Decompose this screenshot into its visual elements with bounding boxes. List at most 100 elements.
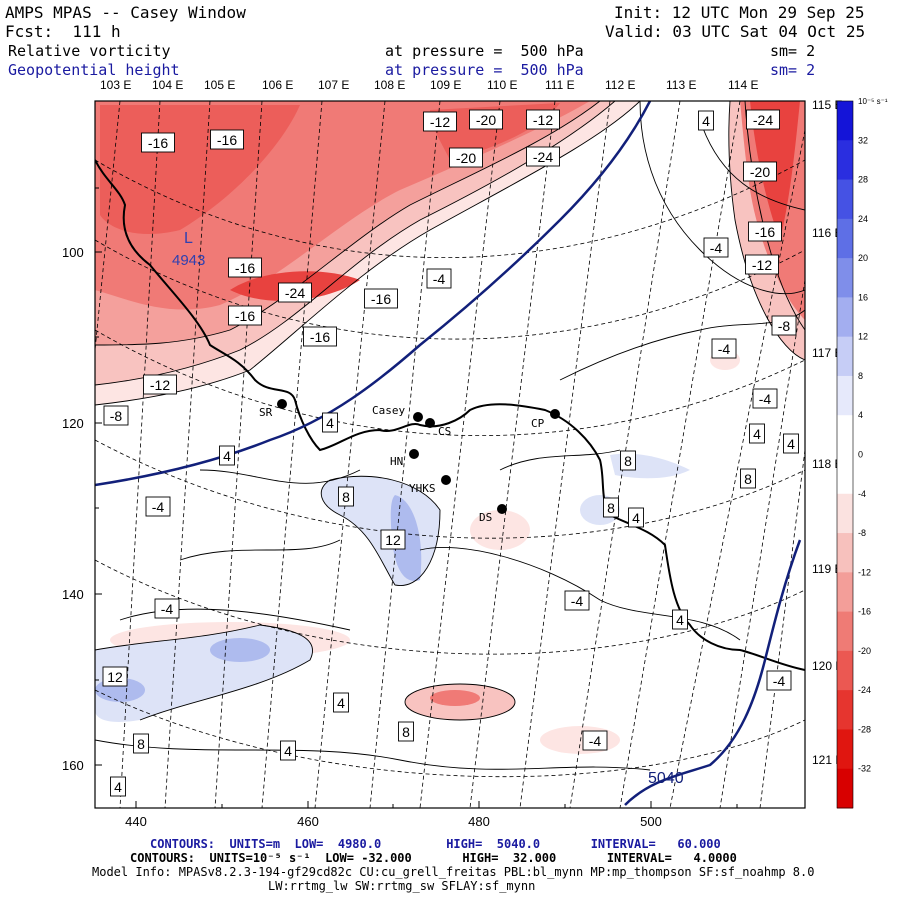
height-contour-5040 [624, 539, 802, 806]
station-dot-casey [413, 412, 423, 422]
contour-label-text: 4 [787, 436, 795, 452]
longitude-label: 110 E [487, 78, 517, 92]
plot-title: AMPS MPAS -- Casey Window [5, 3, 246, 22]
field1-name: Relative vorticity [8, 42, 171, 60]
contour-label-text: 8 [402, 724, 410, 740]
contour-label-box: 4 [698, 110, 714, 131]
contour-label-box: -4 [145, 496, 171, 517]
station-dot-cs [425, 418, 435, 428]
station-label-hn: HN [390, 455, 403, 468]
colorbar-tick: -20 [858, 646, 871, 656]
contour-label-text: -16 [217, 132, 237, 148]
contour-label-box: 8 [603, 497, 619, 518]
contour-label-text: 4 [223, 448, 231, 464]
contour-label-text: 4 [114, 779, 122, 795]
contour-label-text: -8 [778, 318, 791, 334]
contour-label-text: -16 [235, 308, 255, 324]
station-markers [277, 399, 560, 514]
station-dot-ds [497, 504, 507, 514]
contour-label-box: -4 [564, 590, 590, 611]
longitude-label: 119 E [812, 562, 842, 576]
colorbar-tick: 8 [858, 371, 863, 381]
model-info: Model Info: MPASv8.2.3-194-gf29cd82c CU:… [92, 865, 815, 879]
colorbar-tick: 24 [858, 214, 868, 224]
contour-label-text: 8 [137, 736, 145, 752]
contour-label-box: -8 [771, 315, 797, 336]
contour-label-text: -20 [476, 112, 496, 128]
vort-spot-c [540, 726, 620, 754]
coastline [95, 159, 805, 671]
left-tick-100: 100 [62, 245, 84, 260]
contour-label-text: -24 [533, 149, 553, 165]
valid-time: Valid: 03 UTC Sat 04 Oct 25 [605, 22, 866, 41]
contour-label-text: -24 [285, 285, 305, 301]
field1-level: at pressure = 500 hPa [385, 42, 584, 60]
longitude-labels: 103 E 104 E 105 E 106 E 107 E 108 E 109 E 110 E… [100, 78, 843, 767]
contour-label-box: 4 [219, 445, 235, 466]
contour-label-box: 8 [338, 486, 354, 507]
colorbar-swatch [837, 729, 853, 770]
longitude-label: 107 E [318, 78, 349, 92]
contour-label-box: -4 [752, 388, 778, 409]
contour-label-text: -4 [710, 240, 723, 256]
low-value: 4943 [172, 252, 205, 269]
contour-label-box: 4 [333, 692, 349, 713]
station-dot-sr [277, 399, 287, 409]
longitude-label: 120 E [812, 659, 843, 673]
longitude-label: 105 E [204, 78, 235, 92]
contour-label-text: 4 [326, 415, 334, 431]
contour-label-text: 8 [607, 500, 615, 516]
contour-label-box: -4 [582, 730, 608, 751]
contour-label-box: 4 [280, 740, 296, 761]
colorbar-swatch [837, 690, 853, 730]
longitude-label: 112 E [605, 78, 635, 92]
model-info-line2: LW:rrtmg_lw SW:rrtmg_sw SFLAY:sf_mynn [268, 879, 536, 893]
contour-label-box: 8 [620, 450, 636, 471]
contour-label-box: 4 [783, 433, 799, 454]
contour-label-text: -12 [150, 377, 170, 393]
bottom-tick-480: 480 [468, 814, 490, 829]
low-symbol: L [184, 230, 193, 247]
contour-label-box: 4 [322, 412, 338, 433]
colorbar-tick: -4 [858, 489, 866, 499]
station-label-cp: CP [531, 417, 545, 430]
contour-label-text: -20 [750, 164, 770, 180]
colorbar-swatch [837, 415, 853, 455]
field2-level: at pressure = 500 hPa [385, 61, 584, 79]
colorbar-tick: 0 [858, 450, 863, 460]
colorbar-swatch [837, 258, 853, 298]
map-frame [94, 100, 806, 809]
contour-label-box: -16 [141, 132, 175, 153]
longitude-label: 104 E [152, 78, 183, 92]
contour-label-box: -4 [703, 237, 729, 258]
colorbar-swatch [837, 375, 853, 416]
left-tick-140: 140 [62, 587, 84, 602]
colorbar [836, 100, 854, 809]
contour-label-box: 4 [672, 609, 688, 630]
contour-label-box: -16 [303, 326, 337, 347]
contour-label-text: -16 [148, 135, 168, 151]
bottom-axis [135, 801, 738, 808]
contour-label-text: -4 [759, 391, 772, 407]
colorbar-tick: 12 [858, 332, 868, 342]
station-label-yhks: YHKS [409, 482, 436, 495]
contour-label-text: -4 [571, 593, 584, 609]
colorbar-tick: 28 [858, 175, 868, 185]
contour-label-text: 8 [744, 471, 752, 487]
contour-label-text: -4 [589, 733, 602, 749]
left-tick-160: 160 [62, 758, 84, 773]
contour-label-text: 4 [284, 743, 292, 759]
colorbar-frame [836, 100, 854, 809]
forecast-hour: Fcst: 111 h [5, 22, 121, 41]
colorbar-swatch [837, 493, 853, 534]
station-dot-yhks [441, 475, 451, 485]
contour-label-box: -16 [228, 305, 262, 326]
colorbar-tick: -12 [858, 567, 871, 577]
colorbar-swatch [837, 218, 853, 259]
station-label-ds: DS [479, 511, 492, 524]
contour-label-text: 4 [632, 510, 640, 526]
colorbar-tick: -16 [858, 607, 871, 617]
colorbar-tick: 4 [858, 410, 863, 420]
contour-label-text: -16 [755, 224, 775, 240]
left-axis-labels: 100 120 140 160 [62, 245, 84, 773]
